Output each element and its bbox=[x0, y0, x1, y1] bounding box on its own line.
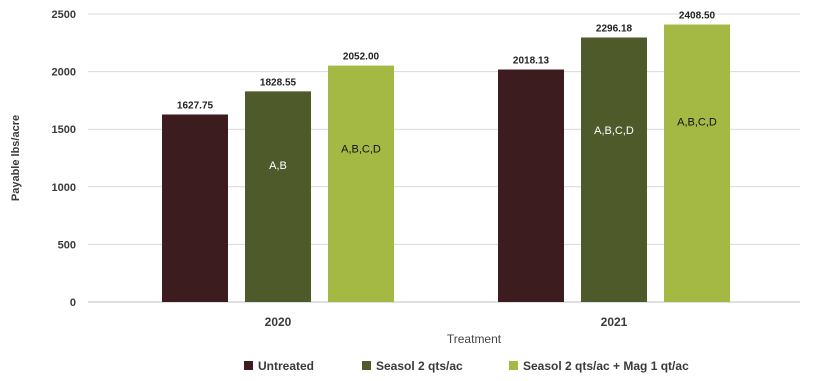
bar bbox=[581, 37, 647, 302]
legend-swatch bbox=[244, 361, 253, 370]
data-label: 1828.55 bbox=[260, 77, 297, 88]
y-axis-title: Payable lbs/acre bbox=[10, 115, 22, 201]
data-label: 2408.50 bbox=[679, 11, 716, 22]
data-label: 1627.75 bbox=[177, 100, 214, 111]
bar bbox=[162, 114, 228, 302]
bar bbox=[245, 91, 311, 302]
data-label: 2052.00 bbox=[343, 52, 380, 63]
bar bbox=[664, 24, 730, 302]
data-label: 2018.13 bbox=[513, 56, 550, 67]
x-category-label: 2020 bbox=[265, 315, 292, 329]
bar-annotation: A,B,C,D bbox=[341, 143, 381, 155]
y-tick-label: 1000 bbox=[52, 182, 76, 194]
y-tick-label: 2000 bbox=[52, 67, 76, 79]
x-axis-categories: 2020 2021 bbox=[265, 315, 628, 329]
bar-annotation: A,B,C,D bbox=[594, 125, 634, 137]
legend-swatch bbox=[362, 361, 371, 370]
y-tick-label: 1500 bbox=[52, 124, 76, 136]
y-tick-label: 500 bbox=[58, 239, 76, 251]
legend-label: Seasol 2 qts/ac + Mag 1 qt/ac bbox=[523, 359, 689, 373]
x-category-label: 2021 bbox=[601, 315, 628, 329]
data-label: 2296.18 bbox=[596, 23, 633, 34]
bar-annotation: A,B bbox=[269, 160, 287, 172]
bars: 1627.75 1828.55 A,B 2052.00 A,B,C,D 2018.13 22… bbox=[162, 11, 730, 303]
y-tick-label: 2500 bbox=[52, 9, 76, 21]
x-axis-title: Treatment bbox=[447, 332, 502, 346]
legend-label: Seasol 2 qts/ac bbox=[376, 359, 463, 373]
y-tick-label: 0 bbox=[70, 297, 76, 309]
legend: Untreated Seasol 2 qts/ac Seasol 2 qts/ac … bbox=[244, 359, 689, 373]
legend-label: Untreated bbox=[258, 359, 314, 373]
bar bbox=[328, 65, 394, 303]
bar-annotation: A,B,C,D bbox=[677, 117, 717, 129]
bar bbox=[498, 69, 564, 303]
legend-swatch bbox=[509, 361, 518, 370]
y-axis-ticks: 0 500 1000 1500 2000 2500 bbox=[52, 9, 76, 309]
